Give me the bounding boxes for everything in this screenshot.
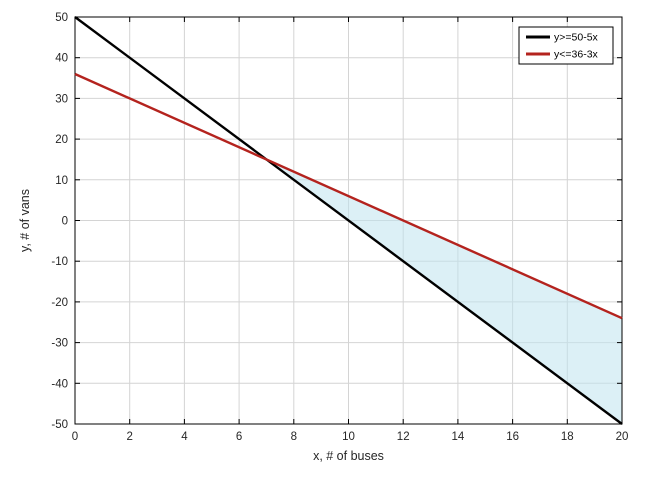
y-tick-label: 10 xyxy=(55,175,68,187)
x-tick-label: 18 xyxy=(561,431,574,443)
x-axis-label: x, # of buses xyxy=(313,449,384,463)
x-tick-label: 14 xyxy=(452,431,465,443)
y-tick-label: 40 xyxy=(55,53,68,65)
y-tick-label: -10 xyxy=(51,256,68,268)
y-tick-label: -30 xyxy=(51,338,68,350)
y-tick-label: 20 xyxy=(55,134,68,146)
y-tick-label: 30 xyxy=(55,93,68,105)
x-tick-label: 0 xyxy=(72,431,78,443)
x-tick-label: 8 xyxy=(291,431,297,443)
y-tick-label: 50 xyxy=(55,12,68,24)
x-tick-label: 16 xyxy=(506,431,519,443)
y-axis-label: y, # of vans xyxy=(18,189,32,252)
x-tick-label: 10 xyxy=(342,431,355,443)
y-tick-label: -40 xyxy=(51,378,68,390)
y-tick-label: 0 xyxy=(62,216,68,228)
x-tick-label: 6 xyxy=(236,431,242,443)
series-line-0 xyxy=(74,16,623,425)
y-tick-label: -50 xyxy=(51,419,68,431)
x-tick-label: 4 xyxy=(181,431,188,443)
x-tick-label: 12 xyxy=(397,431,410,443)
legend-label-1: y<=36-3x xyxy=(554,49,599,61)
x-tick-label: 20 xyxy=(616,431,629,443)
legend-label-0: y>=50-5x xyxy=(554,32,599,44)
y-tick-label: -20 xyxy=(51,297,68,309)
series-line-1 xyxy=(74,72,623,320)
x-tick-label: 2 xyxy=(126,431,132,443)
legend-box xyxy=(518,26,614,65)
